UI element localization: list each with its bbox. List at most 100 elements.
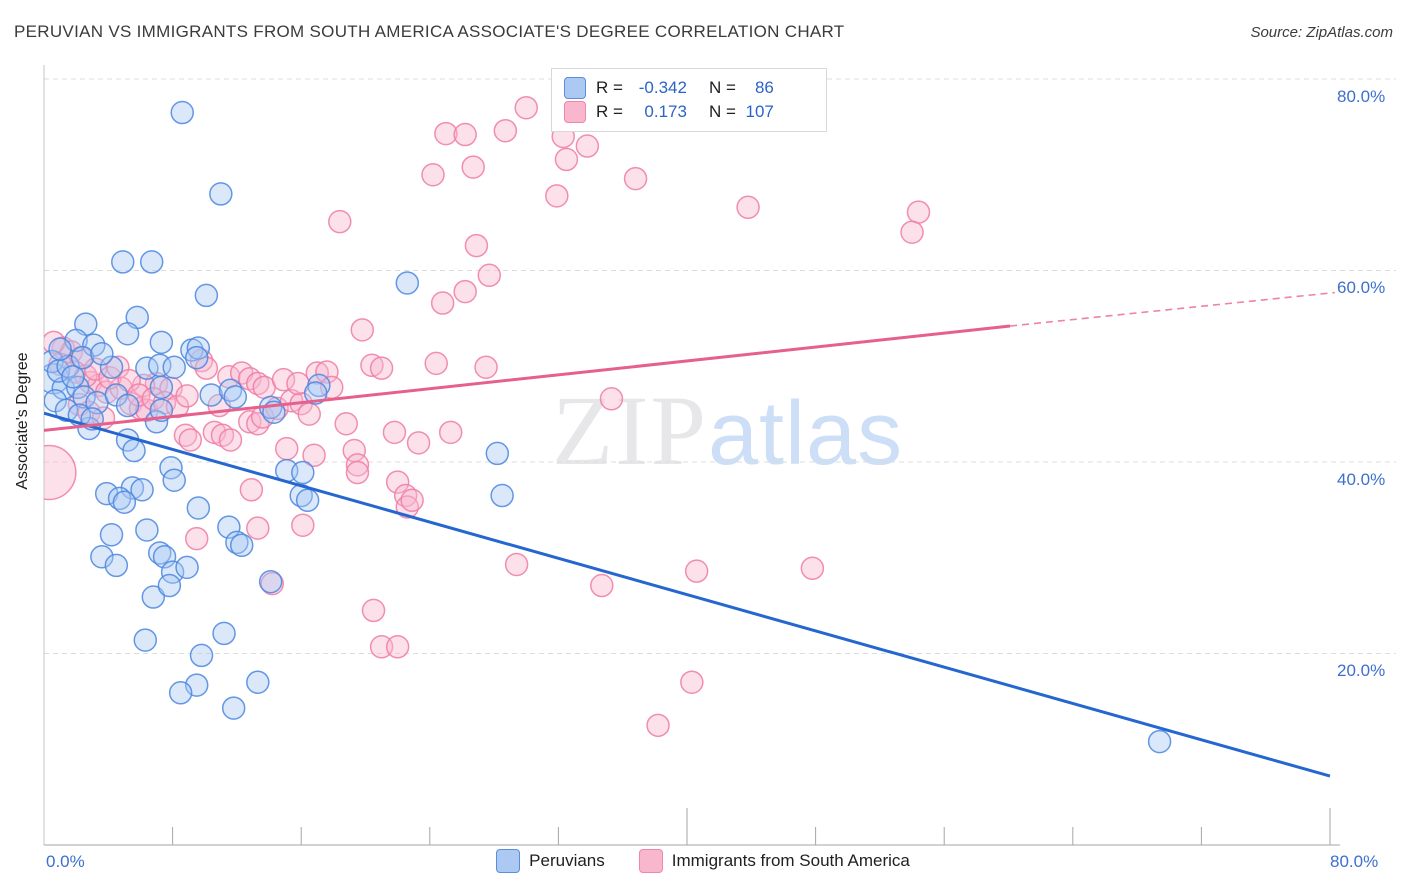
scatter-point — [162, 468, 186, 492]
scatter-point — [99, 355, 124, 379]
scatter-point — [736, 195, 760, 220]
scatter-point — [152, 545, 177, 569]
scatter-point — [115, 321, 140, 346]
legend-item-immigrants: Immigrants from South America — [638, 849, 910, 873]
scatter-point — [221, 696, 246, 720]
series-immigrants-from-south-america — [44, 95, 931, 738]
scatter-point — [72, 385, 96, 409]
scatter-point — [599, 387, 624, 411]
legend-label-immigrants: Immigrants from South America — [671, 851, 910, 870]
scatter-point — [350, 318, 375, 342]
series-peruvians — [44, 100, 1172, 754]
scatter-point — [369, 356, 394, 380]
scatter-point — [477, 263, 502, 288]
scatter-point — [424, 351, 448, 376]
scatter-point — [265, 396, 289, 421]
trend-line-immigrants-from-south-america-solid — [44, 324, 1011, 432]
scatter-point — [291, 460, 315, 485]
r-label: R = — [596, 78, 623, 97]
scatter-point — [149, 330, 174, 355]
correlation-legend-box: R = -0.342 N = 86 R = 0.173 N = 107 — [551, 68, 827, 132]
scatter-point — [162, 355, 186, 379]
scatter-point — [217, 515, 241, 539]
scatter-point — [504, 552, 529, 577]
scatter-point — [474, 355, 498, 379]
scatter-point — [623, 166, 648, 191]
series-legend: Peruvians Immigrants from South America — [0, 849, 1406, 873]
scatter-point — [315, 360, 339, 384]
scatter-point — [246, 371, 270, 396]
scatter-point — [490, 483, 514, 508]
scatter-point — [514, 95, 538, 120]
y-tick-label-80: 80.0% — [1337, 87, 1386, 106]
scatter-point — [493, 118, 518, 143]
scatter-point — [369, 635, 394, 659]
scatter-point — [199, 383, 223, 407]
scatter-point — [305, 361, 330, 385]
x-tick-label-80: 80.0% — [1330, 852, 1379, 871]
n-label: N = — [708, 78, 736, 97]
scatter-point — [800, 556, 825, 581]
scatter-point — [111, 250, 135, 274]
scatter-point — [70, 345, 95, 370]
r-label: R = — [596, 102, 623, 121]
scatter-point — [186, 496, 211, 520]
scatter-point — [175, 384, 199, 408]
y-tick-label-20: 20.0% — [1337, 661, 1386, 680]
scatter-point — [385, 635, 410, 659]
scatter-point — [430, 291, 455, 315]
scatter-point — [157, 573, 182, 598]
scatter-point — [291, 513, 315, 537]
y-axis-title: Associate's Degree — [14, 352, 31, 490]
scatter-point — [44, 444, 77, 501]
scatter-point — [590, 573, 614, 598]
scatter-point — [385, 470, 410, 494]
scatter-point — [149, 375, 174, 400]
scatter-point — [104, 553, 129, 578]
scatter-point — [464, 233, 489, 258]
trend-line-peruvians-solid — [44, 411, 1331, 778]
scatter-point — [130, 478, 154, 502]
scatter-point — [434, 121, 458, 146]
scatter-point — [684, 559, 709, 583]
scatter-point — [229, 533, 254, 558]
scatter-point — [646, 713, 670, 738]
legend-row-immigrants: R = 0.173 N = 107 — [564, 100, 816, 124]
scatter-point — [186, 336, 211, 360]
scatter-point — [302, 443, 326, 468]
legend-label-peruvians: Peruvians — [529, 851, 605, 870]
r-value-peruvians: -0.342 — [638, 78, 687, 97]
y-tick-label-40: 40.0% — [1337, 470, 1386, 489]
n-value-peruvians: 86 — [754, 78, 774, 97]
scatter-point — [461, 155, 485, 179]
peruvians-swatch — [564, 77, 586, 99]
scatter-point — [453, 279, 477, 304]
scatter-point — [48, 337, 72, 361]
scatter-point — [90, 545, 114, 569]
scatter-point — [295, 488, 320, 513]
scatter-point — [135, 518, 159, 542]
source-attribution: Source: ZipAtlas.com — [1250, 24, 1393, 41]
scatter-point — [90, 342, 114, 366]
scatter-point — [900, 220, 924, 244]
scatter-point — [175, 555, 199, 580]
scatter-point — [238, 410, 262, 434]
scatter-point — [112, 490, 137, 514]
scatter-point — [345, 460, 370, 485]
n-value-immigrants: 107 — [745, 102, 774, 121]
scatter-point — [575, 134, 600, 158]
scatter-point — [122, 438, 146, 463]
immigrants-swatch — [638, 849, 663, 873]
scatter-point — [382, 420, 407, 445]
scatter-point — [168, 681, 193, 705]
scatter-point — [246, 516, 270, 540]
scatter-point — [170, 100, 194, 125]
scatter-point — [453, 122, 477, 147]
scatter-point — [328, 209, 352, 234]
scatter-point — [141, 585, 166, 609]
immigrants-swatch — [564, 101, 586, 123]
scatter-point — [485, 441, 510, 466]
scatter-point — [246, 670, 270, 694]
